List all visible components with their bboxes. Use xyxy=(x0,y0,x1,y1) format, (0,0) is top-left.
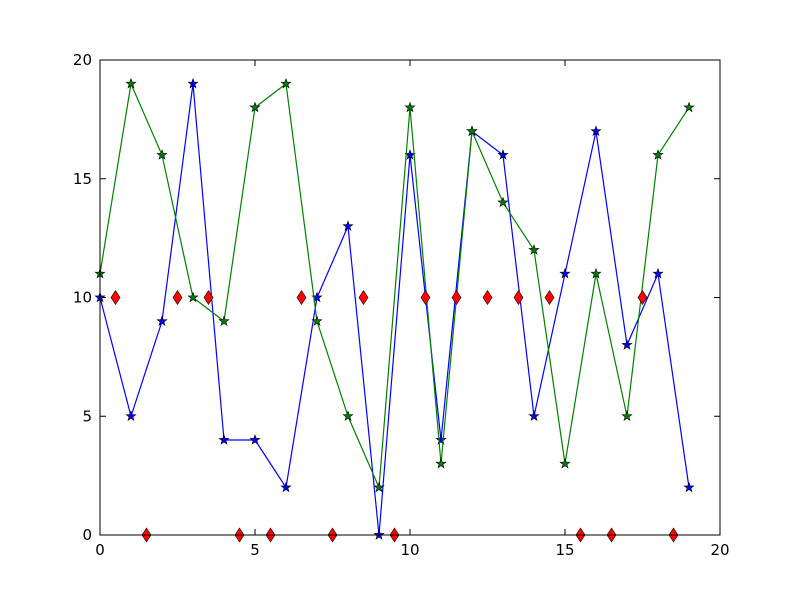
star-marker xyxy=(187,291,199,303)
diamond-marker xyxy=(420,289,431,306)
diamond-marker xyxy=(203,289,214,306)
star-marker xyxy=(559,267,571,279)
star-marker xyxy=(497,149,509,160)
star-marker xyxy=(621,339,633,350)
star-marker xyxy=(311,315,323,327)
star-marker xyxy=(652,149,664,160)
plot-frame xyxy=(99,59,721,536)
star-marker xyxy=(342,410,354,422)
star-marker xyxy=(218,315,230,327)
star-marker xyxy=(528,410,540,422)
star-marker xyxy=(435,457,447,469)
star-marker xyxy=(125,410,137,422)
star-marker xyxy=(280,77,292,89)
star-marker xyxy=(466,125,478,137)
star-marker xyxy=(404,101,416,113)
diamond-marker xyxy=(296,289,307,306)
star-marker xyxy=(187,77,199,89)
star-marker xyxy=(435,434,447,445)
star-marker xyxy=(652,267,664,279)
star-marker xyxy=(249,101,261,113)
diamond-marker xyxy=(482,289,493,306)
y-tick-label: 5 xyxy=(82,407,92,425)
y-tick-label: 15 xyxy=(73,170,92,188)
x-tick-label: 5 xyxy=(250,541,260,559)
star-marker xyxy=(249,434,261,445)
star-marker xyxy=(497,196,509,208)
y-tick-label: 0 xyxy=(82,526,92,544)
diamond-marker xyxy=(110,289,121,306)
diamond-marker xyxy=(451,289,462,306)
diamond-marker xyxy=(358,289,369,306)
star-marker xyxy=(125,77,137,89)
diamond-marker xyxy=(637,289,648,306)
star-marker xyxy=(218,434,230,445)
x-tick-label: 10 xyxy=(400,541,419,559)
x-tick-label: 15 xyxy=(555,541,574,559)
diamond-marker xyxy=(544,289,555,306)
x-tick-label: 20 xyxy=(710,541,729,559)
star-marker xyxy=(590,125,602,137)
star-marker xyxy=(156,315,168,327)
star-marker xyxy=(683,101,695,113)
star-marker xyxy=(528,244,540,255)
x-tick-label: 0 xyxy=(95,541,105,559)
star-marker xyxy=(342,220,354,232)
diamond-marker xyxy=(172,289,183,306)
series-line xyxy=(100,83,690,535)
star-marker xyxy=(683,481,695,493)
y-tick-label: 20 xyxy=(73,51,92,69)
y-tick-label: 10 xyxy=(73,289,92,307)
star-marker xyxy=(373,481,385,493)
star-marker xyxy=(280,481,292,493)
star-marker xyxy=(559,457,571,469)
star-marker xyxy=(156,149,168,160)
series-line xyxy=(100,81,690,488)
star-marker xyxy=(590,267,602,279)
diamond-marker xyxy=(513,289,524,306)
star-marker xyxy=(621,410,633,422)
